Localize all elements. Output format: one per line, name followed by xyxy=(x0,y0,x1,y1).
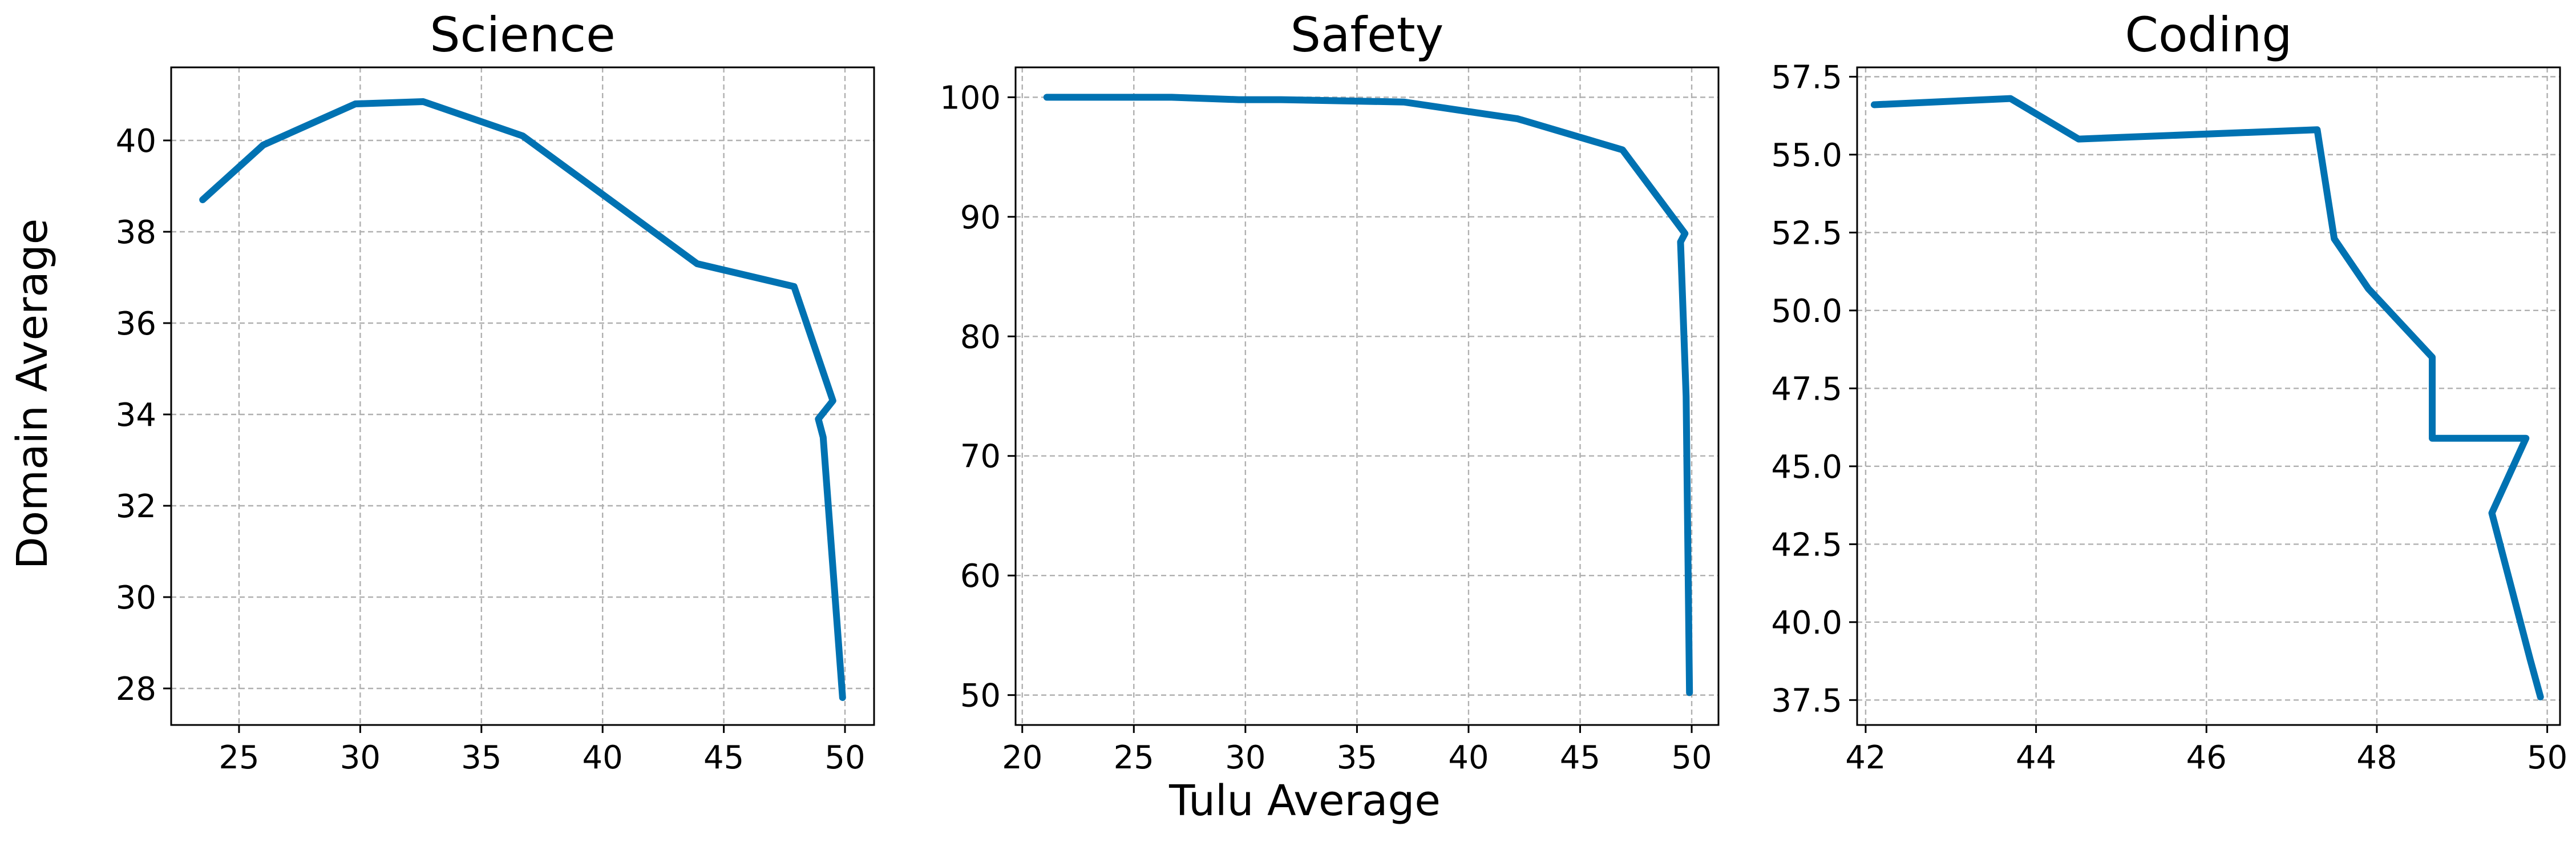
y-tick-label: 100 xyxy=(940,79,1001,116)
y-tick-label: 37.5 xyxy=(1771,682,1842,719)
y-tick-label: 45.0 xyxy=(1771,449,1842,486)
y-tick-label: 50.0 xyxy=(1771,293,1842,330)
x-tick-label: 30 xyxy=(340,739,381,776)
y-tick-label: 28 xyxy=(116,671,156,708)
y-tick-label: 50 xyxy=(960,678,1001,715)
y-tick-label: 60 xyxy=(960,558,1001,595)
series-line xyxy=(1043,94,1693,696)
plot-frame xyxy=(1856,66,2561,726)
y-tick-label: 38 xyxy=(116,214,156,251)
panel-title: Safety xyxy=(1291,7,1444,63)
y-tick-label: 57.5 xyxy=(1771,59,1842,96)
x-tick-label: 45 xyxy=(1560,739,1600,776)
panel-title: Science xyxy=(430,7,616,63)
chart-panels: 25 30 35 40 45 50 28 30 32 34 36 38 40 Science 20 25 30 3… xyxy=(116,7,2567,776)
x-tick-label: 25 xyxy=(1114,739,1154,776)
y-tick-label: 90 xyxy=(960,199,1001,236)
panel-science: 25 30 35 40 45 50 28 30 32 34 36 38 40 Science xyxy=(116,7,875,776)
y-axis-label: Domain Average xyxy=(8,219,57,570)
x-tick-label: 35 xyxy=(1337,739,1377,776)
y-tick-label: 32 xyxy=(116,488,156,525)
y-tick-label: 42.5 xyxy=(1771,526,1842,563)
x-tick-label: 50 xyxy=(824,739,865,776)
y-tick-label: 52.5 xyxy=(1771,215,1842,252)
x-tick-label: 50 xyxy=(1671,739,1712,776)
panel-safety: 20 25 30 35 40 45 50 50 60 70 80 90 100 Safety xyxy=(940,7,1720,776)
series-line xyxy=(1870,95,2544,700)
x-tick-label: 42 xyxy=(1845,739,1886,776)
x-tick-label: 45 xyxy=(703,739,744,776)
x-tick-label: 44 xyxy=(2016,739,2056,776)
y-tick-label: 70 xyxy=(960,438,1001,476)
plot-frame xyxy=(170,66,875,726)
y-tick-label: 40.0 xyxy=(1771,605,1842,642)
x-tick-label: 48 xyxy=(2356,739,2397,776)
y-tick-label: 36 xyxy=(116,305,156,343)
x-tick-label: 40 xyxy=(1448,739,1489,776)
y-tick-label: 34 xyxy=(116,397,156,434)
y-tick-label: 55.0 xyxy=(1771,137,1842,174)
x-tick-label: 20 xyxy=(1002,739,1042,776)
x-axis-label: Tulu Average xyxy=(1168,776,1441,825)
x-tick-label: 40 xyxy=(583,739,623,776)
panel-coding: 42 44 46 48 50 37.5 40.0 42.5 45.0 47.5 50.0 52.5 55… xyxy=(1771,7,2567,776)
series-line xyxy=(199,98,846,701)
plot-frame xyxy=(1014,66,1720,726)
y-tick-label: 47.5 xyxy=(1771,370,1842,408)
x-tick-label: 50 xyxy=(2527,739,2567,776)
x-tick-label: 25 xyxy=(219,739,259,776)
x-tick-label: 35 xyxy=(461,739,502,776)
x-tick-label: 30 xyxy=(1225,739,1265,776)
y-tick-label: 30 xyxy=(116,579,156,617)
y-tick-label: 80 xyxy=(960,319,1001,356)
panel-title: Coding xyxy=(2125,7,2292,63)
y-tick-label: 40 xyxy=(116,123,156,160)
x-tick-label: 46 xyxy=(2186,739,2227,776)
